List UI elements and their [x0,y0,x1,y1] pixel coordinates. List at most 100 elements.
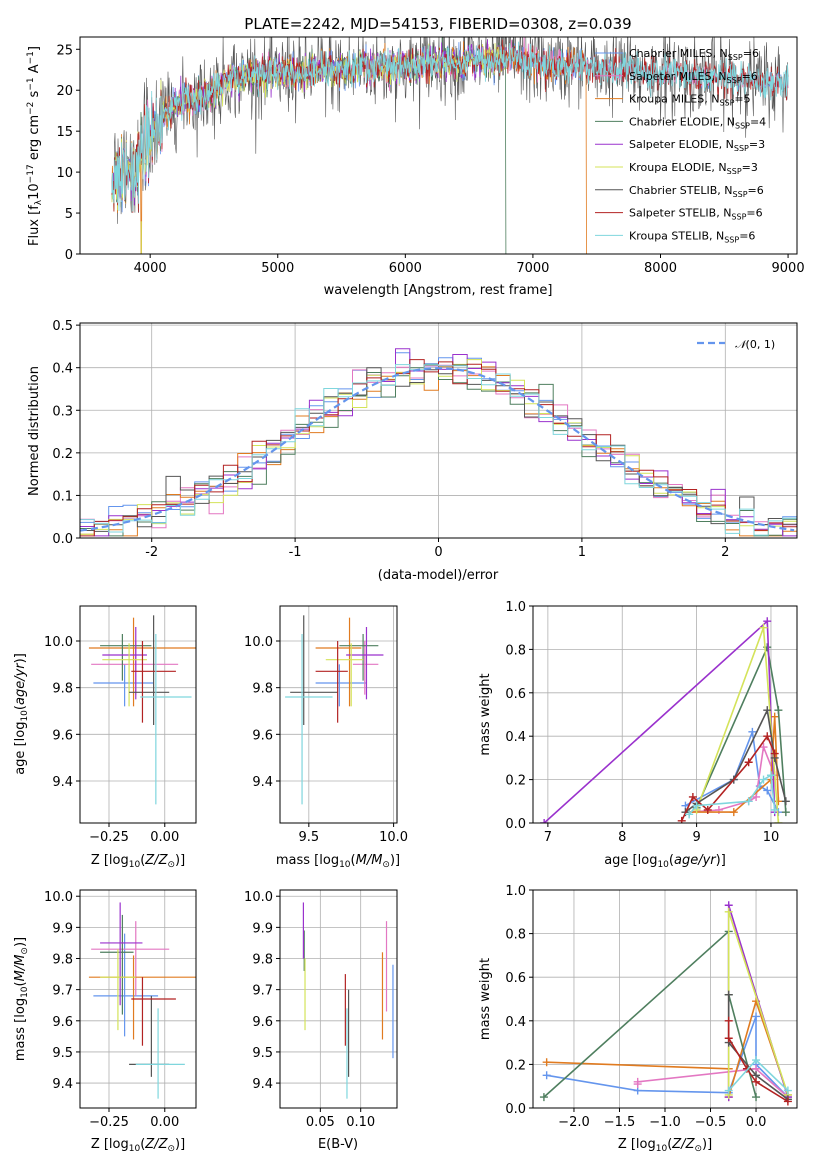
x-axis-label: wavelength [Angstrom, rest frame] [324,283,553,298]
y-tick-label: 0.8 [505,643,526,658]
x-tick-label: −2.0 [558,1115,590,1130]
y-tick-label: 9.8 [52,953,73,968]
y-tick-label: 0.0 [505,817,526,832]
weight-marker [539,1093,548,1102]
y-tick-label: 9.9 [52,921,73,936]
y-tick-label: 10.0 [44,635,73,650]
axis-frame: 0.05 0.10 9.4 9.5 9.6 9.7 9.8 9.9 10.0 [244,889,398,1130]
weight-line-chabrier-miles [546,1016,789,1098]
weight-marker [774,819,783,823]
x-tick-label: 0 [434,545,442,560]
y-tick-label: 10 [56,166,73,181]
axes-age-vs-mass: 9.5 10.0 9.4 9.6 9.8 10.0 [244,605,408,845]
y-tick-label: 0.3 [52,404,73,419]
y-tick-label: 0.6 [505,971,526,986]
legend-label: Chabrier MILES, NSSP=6 [629,47,759,62]
y-tick-label: 9.6 [252,1015,273,1030]
legend-label: Kroupa STELIB, NSSP=6 [629,229,755,244]
legend: Chabrier MILES, NSSP=6 Salpeter MILES, NS… [595,47,766,244]
x-tick-label: 0.05 [306,1115,335,1130]
weight-line-chabrier-elodie [695,644,787,813]
x-tick-label: 0.0 [746,1115,767,1130]
y-axis-label: mass weight [478,958,493,1040]
axes-border [79,36,798,255]
y-tick-label: 0.2 [505,1058,526,1073]
weight-marker [763,706,772,715]
y-tick-label: 0.0 [52,532,73,547]
x-tick-label: 8 [618,830,626,845]
axes-border [79,605,197,824]
y-axis-label: mass [log10(M/M⊙)] [13,937,30,1061]
y-tick-label: 5 [65,207,73,222]
weight-marker [783,1097,792,1106]
y-axis-label: mass weight [478,673,493,755]
plot-area [88,902,196,1099]
legend-label: Salpeter STELIB, NSSP=6 [629,207,763,222]
y-tick-label: 9.8 [252,953,273,968]
x-tick-label: 1 [578,545,586,560]
y-tick-label: 9.4 [252,1077,273,1092]
spectrum-line-kroupa-stelib [111,41,789,212]
plot-area [80,348,797,537]
y-tick-label: 9.4 [252,775,273,790]
weight-marker [748,727,757,736]
x-tick-label: 10 [763,830,780,845]
normal-reference-curve [80,367,795,532]
x-axis-label: (data-model)/error [378,568,499,583]
x-tick-label: −1.0 [649,1115,681,1130]
y-tick-label: 9.8 [252,682,273,697]
x-tick-label: 9 [692,830,700,845]
y-tick-label: 0.5 [52,319,73,334]
histogram-kroupa-stelib [80,364,797,537]
x-axis-label: E(B-V) [318,1137,358,1152]
axis-frame: 9.5 10.0 9.4 9.6 9.8 10.0 [244,605,408,845]
axes-residuals: -2 -1 0 1 2 0.0 0.1 0.2 0.3 0.4 0.5 [52,319,798,560]
x-tick-label: 7000 [516,261,549,276]
y-axis-label: age [log10(age/yr)] [13,653,30,775]
weight-line-kroupa-miles [689,716,780,813]
y-tick-label: 9.4 [52,775,73,790]
x-tick-label: -2 [145,545,158,560]
plot-area [111,37,789,254]
x-tick-label: −0.25 [89,1115,129,1130]
weight-marker [781,797,790,806]
weight-marker [759,775,768,784]
weight-marker [744,797,753,806]
legend-label: Chabrier STELIB, NSSP=6 [629,184,764,199]
y-tick-label: 0.8 [505,928,526,943]
weight-marker [688,792,697,801]
y-tick-label: 9.5 [52,1046,73,1061]
weight-marker [752,1093,761,1102]
axes-mass-vs-EBV: 0.05 0.10 9.4 9.5 9.6 9.7 9.8 9.9 10.0 [244,889,398,1130]
weight-marker [752,1077,761,1086]
weight-line-chabrier-stelib [685,707,787,813]
x-tick-label: 10.0 [379,830,408,845]
x-tick-label: −1.5 [604,1115,636,1130]
weight-marker [724,907,733,916]
x-tick-label: -1 [289,545,302,560]
axes-border [79,889,197,1109]
legend-label: Salpeter ELODIE, NSSP=3 [629,138,765,153]
weight-line-salpeter-elodie [543,619,776,823]
x-tick-label: 0.00 [150,1115,179,1130]
axes-mass-weight-vs-age: 7 8 9 10 0.0 0.2 0.4 0.6 0.8 1.0 [505,600,798,845]
weight-marker [540,819,549,823]
y-tick-label: 9.9 [252,921,273,936]
y-axis-label: Normed distribution [27,366,42,496]
weight-marker [703,805,712,814]
y-tick-label: 9.8 [52,682,73,697]
x-tick-label: 6000 [389,261,422,276]
plot-area [539,901,792,1106]
axis-frame: -2 -1 0 1 2 0.0 0.1 0.2 0.3 0.4 0.5 [52,319,798,560]
weight-marker [763,732,772,741]
weight-marker [770,805,779,814]
axes-border [279,889,398,1109]
axis-frame: −0.25 0.00 9.4 9.6 9.8 10.0 [44,605,197,845]
weight-marker [724,1016,733,1025]
weight-marker [781,808,790,817]
y-tick-label: 0.2 [52,447,73,462]
y-tick-label: 0.4 [505,730,526,745]
plot-area [302,902,394,1099]
legend-label: Kroupa ELODIE, NSSP=3 [629,161,758,176]
y-tick-label: 10.0 [244,635,273,650]
